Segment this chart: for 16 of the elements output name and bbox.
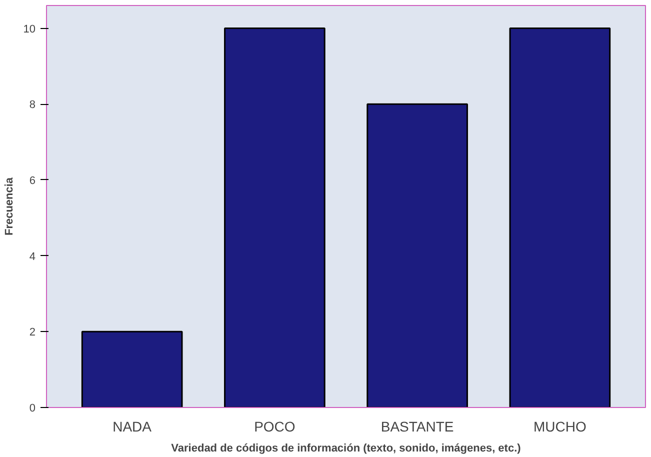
x-axis-title: Variedad de códigos de información (texto, sonido, imágenes, etc.) [171,442,522,454]
y-tick-label: 10 [23,23,36,36]
x-tick-label: MUCHO [533,418,586,434]
bar [81,330,183,408]
y-tick-label: 4 [29,250,36,263]
y-axis-title: Frecuencia [3,176,16,236]
x-tick-label: POCO [254,418,296,434]
y-tick-label: 0 [29,402,36,414]
y-tick-label: 2 [29,326,36,339]
bar [509,28,611,408]
bar [224,28,326,408]
y-tick-label: 8 [29,99,36,112]
x-tick-label: NADA [112,418,152,434]
y-tick-label: 6 [29,174,36,187]
bar [366,103,468,408]
x-tick-label: BASTANTE [380,418,454,434]
